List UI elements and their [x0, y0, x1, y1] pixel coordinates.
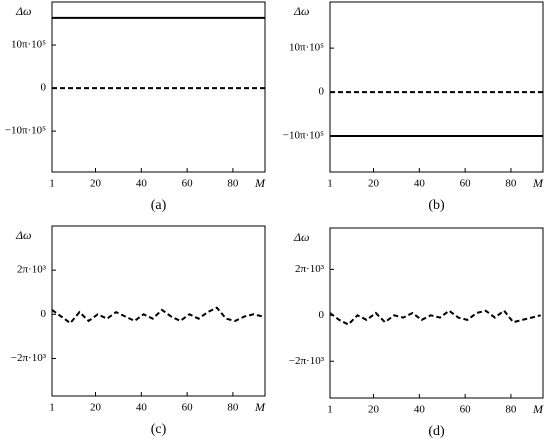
y-tick-label: 0 [319, 86, 325, 98]
y-tick-label: 0 [319, 309, 325, 321]
y-axis-label: Δω [15, 228, 32, 242]
x-tick-label: 60 [182, 402, 194, 414]
x-tick-label: 80 [505, 404, 517, 416]
y-axis-label: Δω [293, 4, 310, 18]
x-tick-label: 1 [327, 178, 333, 190]
panel-caption: (c) [151, 422, 167, 437]
x-tick-label: 20 [368, 178, 380, 190]
x-tick-label: 40 [136, 402, 148, 414]
y-tick-label: −2π·10³ [11, 352, 47, 364]
plot-frame [329, 1, 544, 173]
data-line [51, 306, 263, 325]
x-tick-label: 60 [182, 178, 194, 190]
y-tick-label: 0 [41, 82, 47, 94]
x-axis-label: M [532, 402, 544, 416]
y-tick-label: −10π·10⁵ [5, 125, 46, 137]
x-axis-label: M [532, 176, 544, 190]
y-axis-label: Δω [15, 4, 32, 18]
x-axis-label: M [254, 176, 266, 190]
x-tick-label: 60 [460, 404, 472, 416]
x-tick-label: 20 [368, 404, 380, 416]
x-tick-label: 40 [414, 178, 426, 190]
x-tick-label: 60 [460, 178, 472, 190]
y-tick-label: 2π·10³ [295, 263, 325, 275]
y-axis-label: Δω [293, 230, 310, 244]
x-tick-label: 20 [90, 178, 102, 190]
x-tick-label: 1 [49, 178, 55, 190]
x-tick-label: 1 [327, 404, 333, 416]
x-tick-label: 80 [227, 178, 239, 190]
x-axis-label: M [254, 400, 266, 414]
x-tick-label: 80 [505, 178, 517, 190]
y-tick-label: 10π·10⁵ [289, 42, 324, 54]
x-tick-label: 1 [49, 402, 55, 414]
y-tick-label: 0 [41, 308, 47, 320]
data-line [329, 309, 541, 326]
plot-frame [51, 225, 266, 397]
x-tick-label: 20 [90, 402, 102, 414]
y-tick-label: −2π·10³ [289, 355, 325, 367]
x-tick-label: 80 [227, 402, 239, 414]
panel-caption: (d) [428, 424, 445, 439]
x-tick-label: 40 [414, 404, 426, 416]
panel-caption: (a) [151, 198, 167, 213]
x-tick-label: 40 [136, 178, 148, 190]
y-tick-label: 10π·10⁵ [11, 39, 46, 51]
y-tick-label: 2π·10³ [17, 264, 47, 276]
y-tick-label: −10π·10⁵ [283, 130, 324, 142]
plot-frame [329, 227, 544, 399]
panel-caption: (b) [428, 198, 445, 213]
plot-frame [51, 1, 266, 173]
